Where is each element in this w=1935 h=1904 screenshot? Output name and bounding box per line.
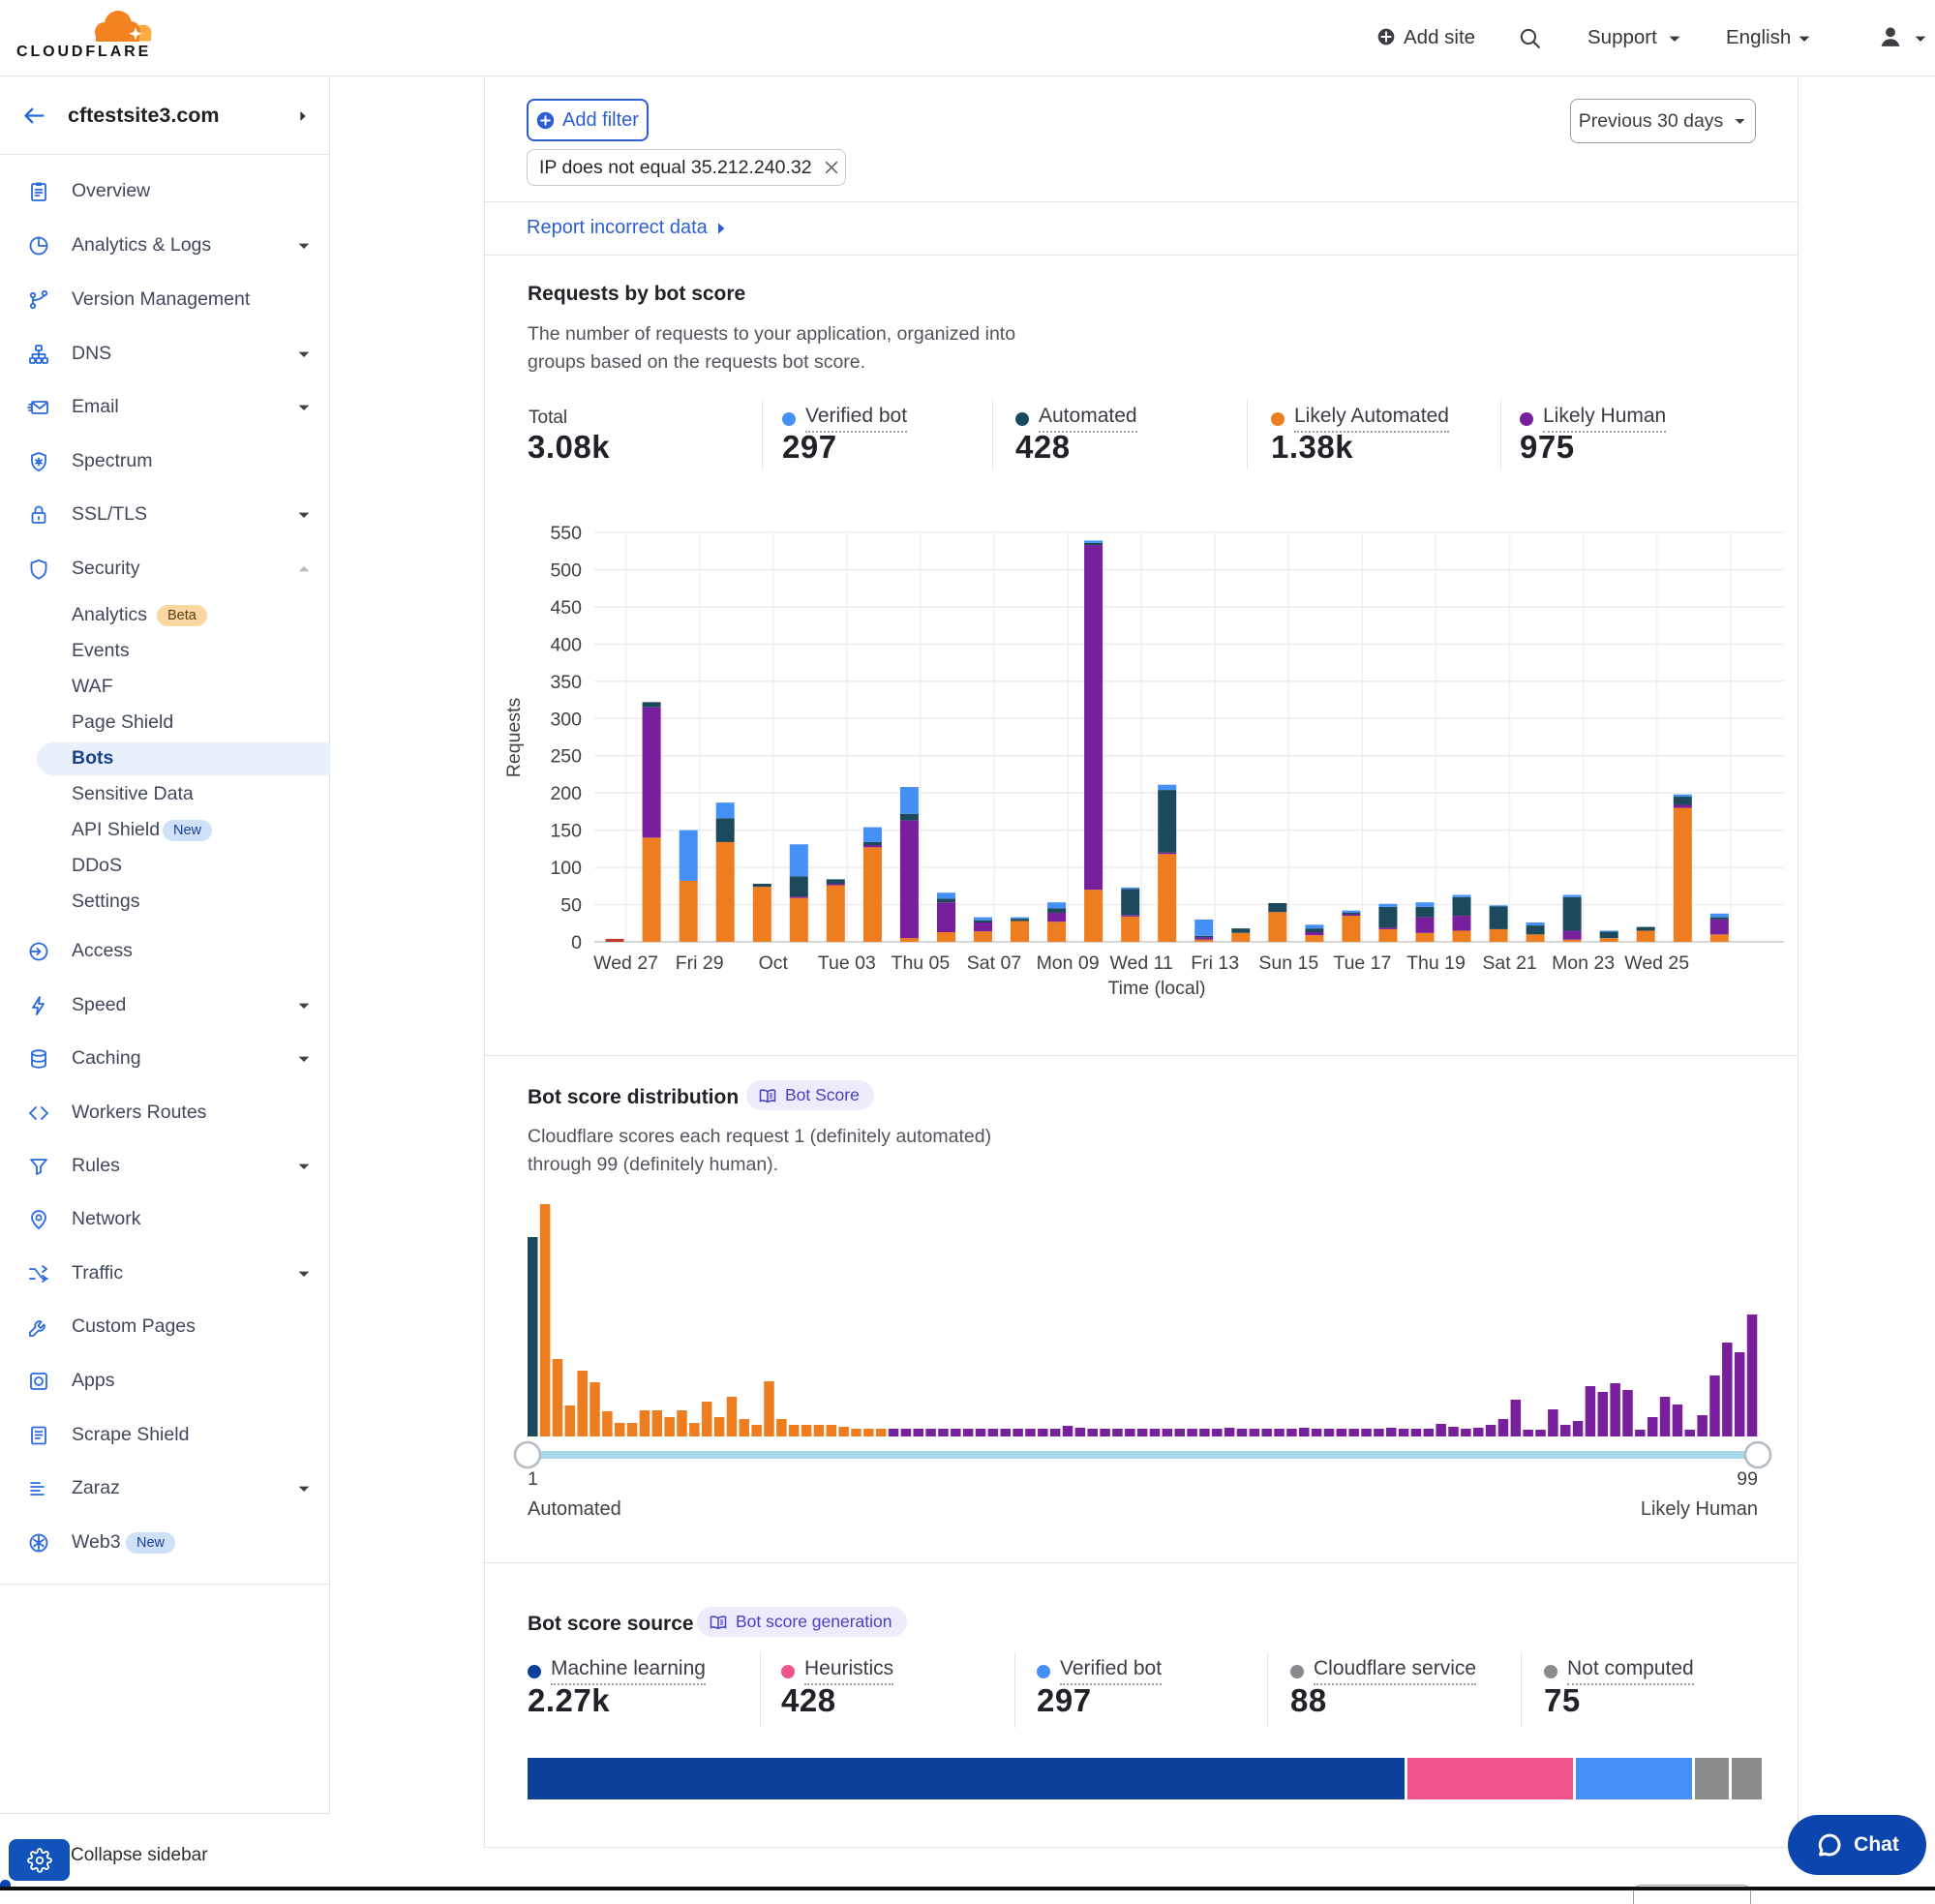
svg-text:300: 300 <box>550 709 582 730</box>
svg-text:350: 350 <box>550 672 582 693</box>
svg-text:99: 99 <box>1737 1468 1758 1490</box>
svg-text:250: 250 <box>550 746 582 768</box>
svg-text:Tue 17: Tue 17 <box>1333 952 1391 974</box>
svg-text:50: 50 <box>560 895 582 917</box>
svg-text:Fri 29: Fri 29 <box>676 952 724 974</box>
svg-text:Mon 23: Mon 23 <box>1552 952 1615 974</box>
svg-text:0: 0 <box>571 932 582 953</box>
svg-text:Tue 03: Tue 03 <box>818 952 876 974</box>
svg-text:100: 100 <box>550 858 582 879</box>
svg-text:Likely Human: Likely Human <box>1641 1498 1758 1520</box>
svg-text:400: 400 <box>550 634 582 655</box>
svg-text:Wed 27: Wed 27 <box>593 952 658 974</box>
svg-text:Thu 19: Thu 19 <box>1406 952 1466 974</box>
svg-text:500: 500 <box>550 560 582 582</box>
svg-text:Time (local): Time (local) <box>1107 978 1205 999</box>
svg-text:Wed 11: Wed 11 <box>1109 952 1172 974</box>
svg-text:Sat 21: Sat 21 <box>1482 952 1536 974</box>
svg-text:Fri 13: Fri 13 <box>1191 952 1239 974</box>
svg-text:Oct: Oct <box>759 952 789 974</box>
svg-text:1: 1 <box>528 1468 538 1490</box>
svg-text:150: 150 <box>550 821 582 842</box>
svg-text:Sun 15: Sun 15 <box>1258 952 1318 974</box>
svg-text:Sat 07: Sat 07 <box>967 952 1021 974</box>
svg-text:Mon 09: Mon 09 <box>1037 952 1100 974</box>
svg-text:550: 550 <box>550 523 582 544</box>
svg-text:Requests: Requests <box>503 698 525 778</box>
svg-text:Thu 05: Thu 05 <box>892 952 951 974</box>
svg-text:450: 450 <box>550 597 582 619</box>
svg-text:200: 200 <box>550 783 582 804</box>
svg-text:Automated: Automated <box>528 1498 621 1520</box>
svg-text:Wed 25: Wed 25 <box>1624 952 1689 974</box>
